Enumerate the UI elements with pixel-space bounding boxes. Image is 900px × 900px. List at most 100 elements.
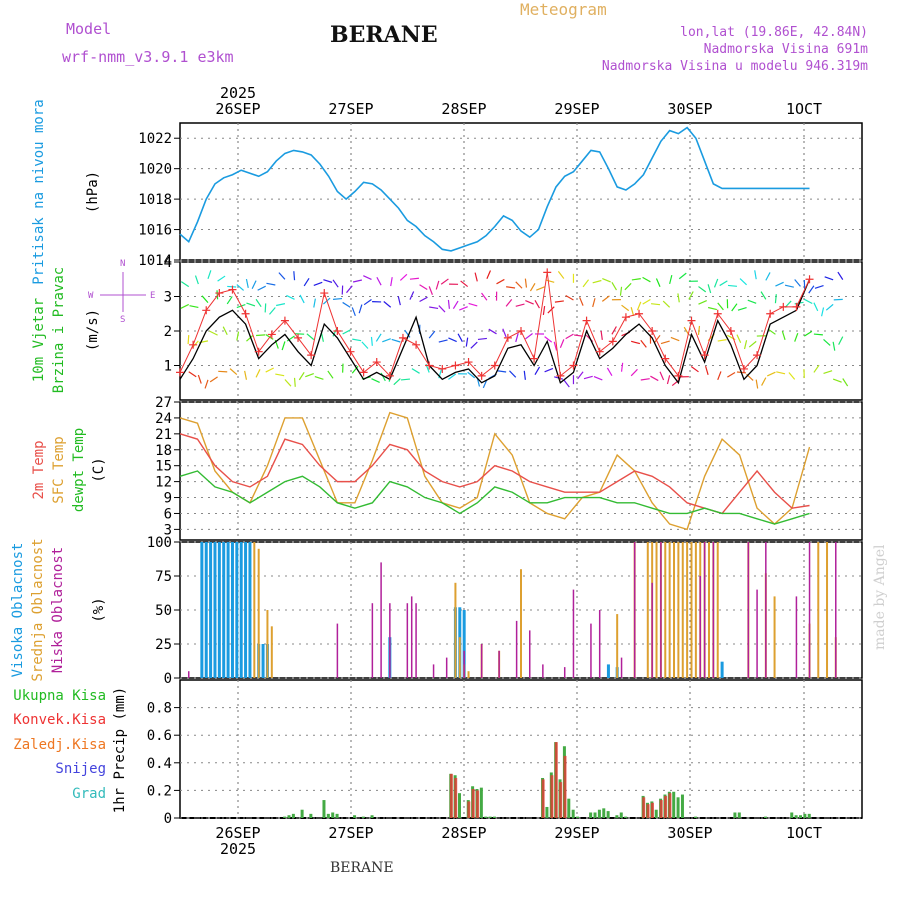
precip-total-bar — [798, 815, 802, 818]
pressure-unit: (hPa) — [85, 171, 101, 213]
wind-arrow — [207, 270, 212, 280]
wind-unit: (m/s) — [85, 309, 101, 351]
precip-total-bar — [300, 809, 304, 818]
wind-gust-marker — [517, 327, 525, 335]
wind-arrow — [631, 278, 641, 281]
wind-arrow — [592, 298, 596, 308]
legend-snow: Snijeg — [55, 761, 106, 777]
top-day-label: 30SEP — [667, 100, 712, 118]
wind-arrow — [803, 330, 813, 337]
y-tick-label: 15 — [155, 459, 172, 475]
wind-arrow — [351, 365, 359, 374]
wind-arrow — [765, 272, 771, 281]
wind-arrow — [660, 340, 670, 345]
cloud-mid-bar — [454, 582, 457, 678]
bottom-day-label: 30SEP — [667, 824, 712, 842]
wind-arrow — [332, 328, 338, 337]
wind-arrow — [832, 378, 842, 383]
y-tick-label: 1016 — [138, 223, 172, 239]
wind-arrow — [707, 284, 712, 294]
wind-arrow — [788, 372, 796, 380]
cloud-low-bar — [389, 603, 391, 678]
wind-arrow — [323, 279, 333, 283]
wind-arrow — [465, 337, 469, 347]
cloud-mid-bar — [664, 542, 667, 678]
wind-arrow — [201, 295, 209, 303]
y-tick-label: 1020 — [138, 162, 172, 178]
precip-total-bar — [602, 808, 606, 818]
wind-arrow — [545, 279, 555, 283]
wind-arrow — [486, 270, 492, 279]
wind-arrow — [352, 279, 362, 283]
wind-arrow — [363, 298, 372, 306]
wind-arrow — [496, 278, 505, 285]
wind-gust-marker — [648, 327, 657, 335]
y-tick-label: 3 — [164, 522, 172, 538]
cloud-low-bar — [410, 596, 413, 678]
wind-arrow — [592, 279, 602, 284]
wind-arrow — [688, 291, 694, 300]
wind-arrow — [488, 328, 497, 335]
precip-conv-bar — [659, 800, 663, 818]
wind-arrow — [470, 341, 478, 349]
wind-arrow — [731, 303, 738, 312]
wind-arrow — [553, 341, 558, 351]
temp-sfc-label: SFC Temp — [51, 436, 67, 503]
wind-arrow — [808, 285, 815, 294]
wind-gust-marker — [661, 354, 670, 363]
precip-total-bar — [287, 815, 291, 818]
cloud-mid-bar — [266, 610, 269, 678]
y-tick-label: 27 — [155, 395, 172, 411]
wind-arrow — [268, 307, 276, 315]
precip-conv-bar — [471, 789, 475, 818]
wind-gust-marker — [503, 333, 512, 342]
wind-arrow — [754, 270, 757, 280]
precip-total-bar — [479, 787, 483, 818]
y-tick-label: 6 — [164, 506, 172, 522]
wind-arrow — [690, 366, 699, 373]
wind-arrow — [245, 278, 249, 288]
precip-conv-bar — [664, 795, 668, 818]
wind-arrow — [761, 377, 767, 386]
cloud-mid-bar — [520, 569, 522, 678]
wind-arrow — [650, 375, 659, 382]
wind-arrow — [226, 296, 233, 305]
precip-conv-bar — [642, 797, 646, 818]
wind-arrow — [832, 341, 836, 351]
cloud-low-bar — [528, 630, 531, 678]
wind-gust-marker — [228, 285, 237, 294]
wind-arrow — [611, 326, 617, 335]
wind-arrow — [204, 379, 209, 389]
wind-arrow — [438, 339, 448, 343]
cloud-low-bar — [498, 650, 500, 678]
wind-arrow — [823, 338, 831, 346]
wind-gust-marker — [254, 347, 263, 356]
cloud-low-bar — [699, 576, 701, 678]
cloud-low-bar — [445, 657, 448, 678]
wind-arrow — [515, 333, 519, 343]
wind-arrow — [435, 280, 440, 290]
wind-arrow — [404, 329, 411, 338]
wind-arrow — [497, 370, 507, 373]
wind-arrow — [399, 273, 408, 281]
temp-2m-label: 2m Temp — [31, 440, 47, 499]
wind-arrow — [429, 306, 439, 310]
wind-arrow — [306, 333, 315, 341]
cloud-high-bar — [248, 542, 252, 678]
wind-arrow — [275, 303, 286, 307]
wind-arrow — [468, 302, 478, 307]
model-altitude-label: Nadmorska Visina u modelu 946.319m — [601, 59, 868, 74]
cloud-low-bar — [415, 603, 417, 678]
wind-arrow — [651, 303, 661, 306]
wind-arrow — [642, 276, 651, 283]
precip-total-bar — [694, 816, 698, 818]
cloud-mid-bar — [673, 542, 676, 678]
cloud-low-bar — [572, 589, 575, 678]
wind-arrow — [393, 378, 401, 386]
wind-arrow — [529, 283, 536, 292]
cloud-high-bar — [462, 610, 466, 678]
wind-gust-marker — [202, 306, 211, 315]
model-label: Model — [66, 20, 112, 38]
y-tick-label: 0 — [164, 671, 172, 687]
wind-arrow — [582, 279, 590, 288]
